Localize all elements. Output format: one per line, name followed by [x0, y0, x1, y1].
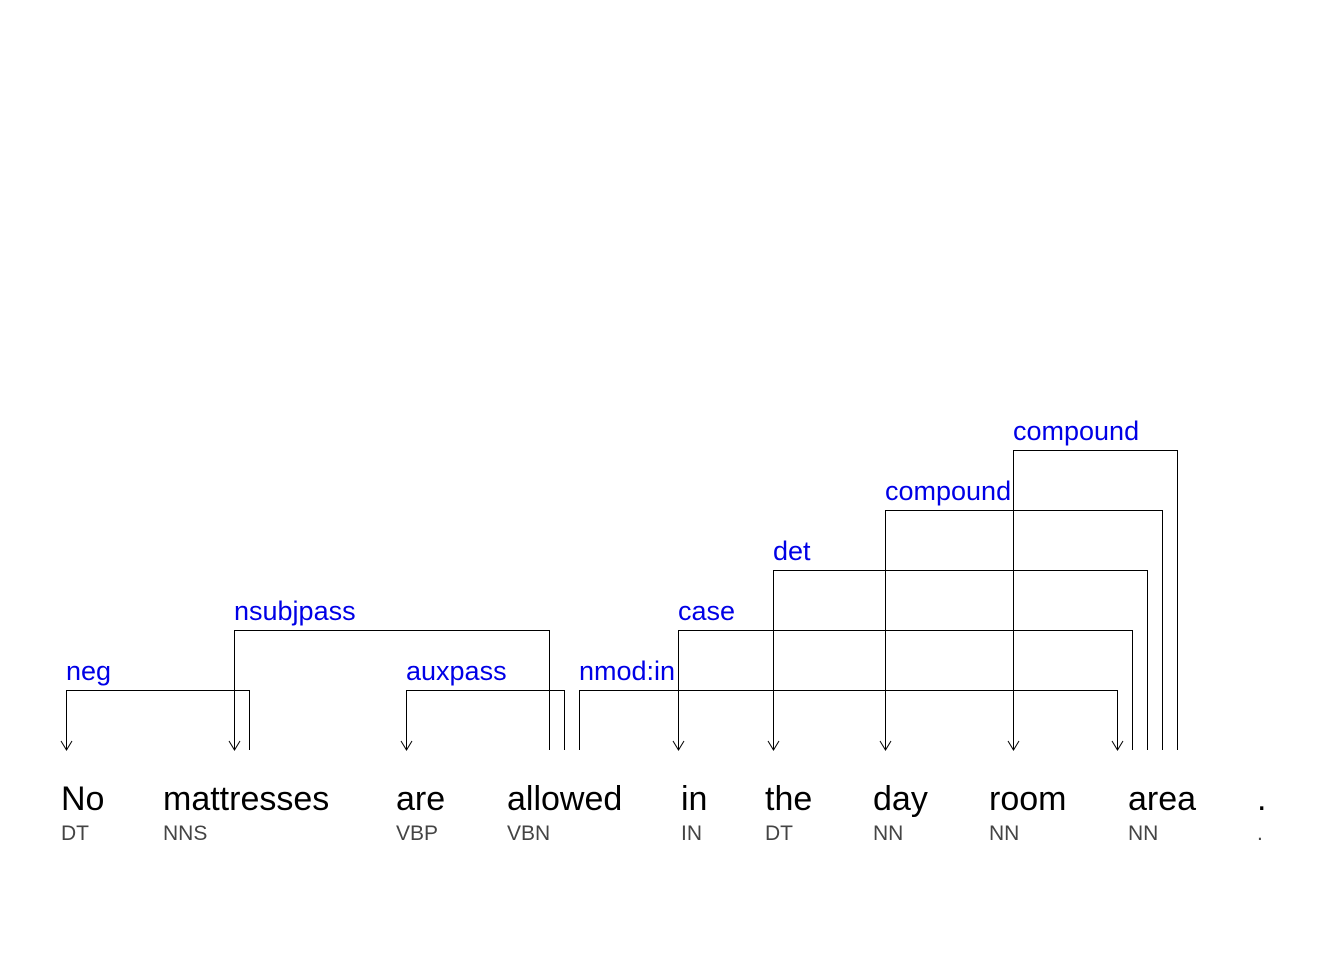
arrowhead-icon: [1111, 740, 1124, 751]
dependency-label: nsubjpass: [234, 596, 356, 626]
token-word: .: [1257, 780, 1266, 818]
dependency-label: neg: [66, 656, 111, 686]
token-pos-tag: VBN: [507, 822, 550, 845]
dependency-label: compound: [1013, 416, 1139, 446]
dependency-arc: [66, 690, 250, 750]
arrowhead-icon: [1007, 740, 1020, 751]
dependency-arc: [579, 690, 1118, 750]
token-word: allowed: [507, 780, 622, 818]
token-word: day: [873, 780, 928, 818]
token-pos-tag: NN: [873, 822, 903, 845]
dependency-arc: [406, 690, 565, 750]
token-pos-tag: DT: [765, 822, 793, 845]
arrowhead-icon: [767, 740, 780, 751]
dependency-label: nmod:in: [579, 656, 675, 686]
token-word: No: [61, 780, 104, 818]
arrowhead-icon: [228, 740, 241, 751]
token-word: area: [1128, 780, 1196, 818]
arrowhead-icon: [60, 740, 73, 751]
token-word: in: [681, 780, 707, 818]
token-word: are: [396, 780, 445, 818]
dependency-arc: [1013, 450, 1178, 750]
token-pos-tag: VBP: [396, 822, 438, 845]
token-pos-tag: NN: [1128, 822, 1158, 845]
arrowhead-icon: [400, 740, 413, 751]
dependency-label: compound: [885, 476, 1011, 506]
dependency-label: case: [678, 596, 735, 626]
dependency-label: det: [773, 536, 811, 566]
dependency-arc: [678, 630, 1133, 750]
token-pos-tag: DT: [61, 822, 89, 845]
dependency-arc: [885, 510, 1163, 750]
token-word: mattresses: [163, 780, 329, 818]
token-pos-tag: IN: [681, 822, 702, 845]
token-word: room: [989, 780, 1066, 818]
token-pos-tag: NNS: [163, 822, 207, 845]
arrowhead-icon: [672, 740, 685, 751]
dependency-arcs: [60, 450, 1178, 751]
token-pos-tag: NN: [989, 822, 1019, 845]
dependency-label: auxpass: [406, 656, 507, 686]
token-pos-tag: .: [1257, 822, 1263, 845]
dependency-arc: [773, 570, 1148, 750]
token-row: No DT mattresses NNS are VBP allowed VBN in IN the…: [61, 780, 1266, 845]
token-word: the: [765, 780, 812, 818]
arrowhead-icon: [879, 740, 892, 751]
